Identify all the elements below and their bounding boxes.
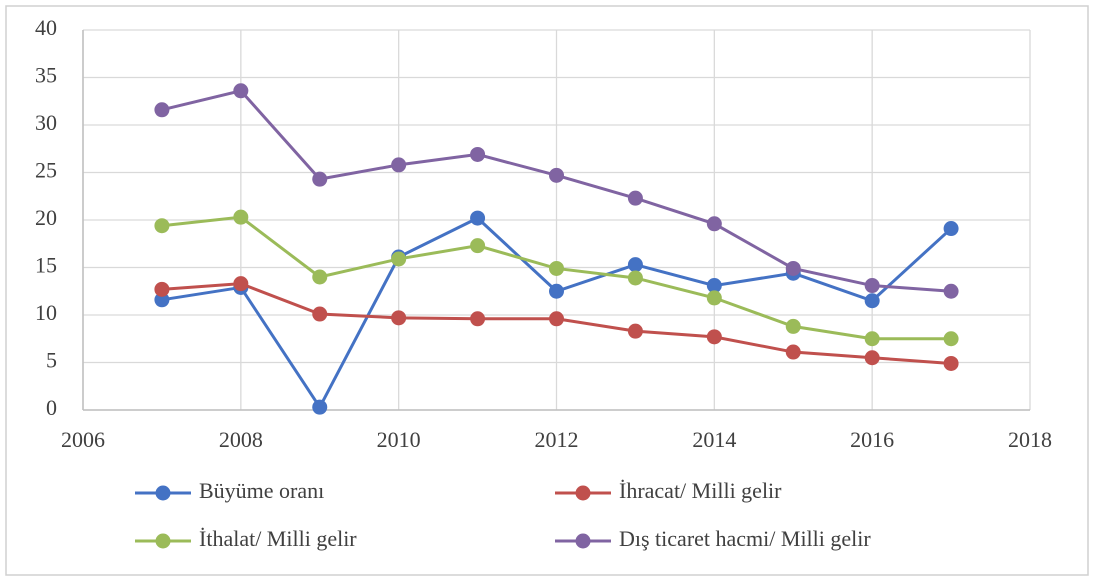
data-point: [391, 251, 407, 267]
data-point: [864, 331, 880, 347]
data-point: [312, 171, 328, 187]
y-tick-label: 15: [35, 253, 57, 278]
data-point: [233, 209, 249, 225]
legend-label: İhracat/ Milli gelir: [619, 478, 782, 503]
y-tick-label: 10: [35, 300, 57, 325]
x-tick-label: 2012: [535, 427, 579, 452]
data-point: [233, 83, 249, 99]
x-tick-label: 2010: [377, 427, 421, 452]
data-point: [706, 290, 722, 306]
legend-marker: [155, 533, 171, 549]
legend-marker: [575, 485, 591, 501]
data-point: [470, 146, 486, 162]
data-point: [154, 102, 170, 118]
data-point: [785, 260, 801, 276]
data-point: [391, 310, 407, 326]
y-tick-label: 0: [46, 395, 57, 420]
data-point: [627, 190, 643, 206]
y-tick-label: 25: [35, 158, 57, 183]
data-point: [943, 331, 959, 347]
data-point: [549, 167, 564, 183]
chart-border: [5, 5, 1089, 576]
data-point: [470, 238, 486, 254]
data-point: [312, 399, 328, 415]
data-point: [706, 278, 722, 294]
data-point: [785, 318, 801, 334]
data-point: [864, 278, 880, 294]
data-point: [706, 329, 722, 345]
legend-marker: [155, 485, 171, 501]
data-point: [312, 306, 328, 322]
x-tick-label: 2006: [61, 427, 105, 452]
data-point: [549, 283, 564, 299]
y-tick-label: 20: [35, 205, 57, 230]
data-point: [943, 355, 959, 371]
data-point: [549, 260, 564, 276]
legend-marker: [575, 533, 591, 549]
x-tick-label: 2014: [692, 427, 736, 452]
data-point: [549, 311, 564, 327]
x-tick-label: 2016: [850, 427, 894, 452]
data-point: [706, 216, 722, 232]
x-tick-label: 2018: [1008, 427, 1052, 452]
data-point: [154, 292, 170, 308]
data-point: [864, 293, 880, 309]
data-point: [470, 311, 486, 327]
data-point: [627, 257, 643, 273]
data-point: [627, 323, 643, 339]
data-point: [312, 269, 328, 285]
data-point: [470, 210, 486, 226]
data-point: [627, 270, 643, 286]
data-point: [391, 157, 407, 173]
data-point: [864, 350, 880, 366]
data-point: [233, 276, 249, 292]
y-tick-label: 30: [35, 110, 57, 135]
legend-label: Büyüme oranı: [199, 478, 324, 503]
y-tick-label: 35: [35, 63, 57, 88]
x-tick-label: 2008: [219, 427, 263, 452]
data-point: [785, 344, 801, 360]
y-tick-label: 40: [35, 15, 57, 40]
y-tick-label: 5: [46, 348, 57, 373]
legend-label: Dış ticaret hacmi/ Milli gelir: [619, 526, 871, 551]
data-point: [943, 283, 959, 299]
legend-label: İthalat/ Milli gelir: [199, 526, 357, 551]
data-point: [154, 218, 170, 234]
data-point: [154, 281, 170, 297]
data-point: [943, 221, 959, 237]
